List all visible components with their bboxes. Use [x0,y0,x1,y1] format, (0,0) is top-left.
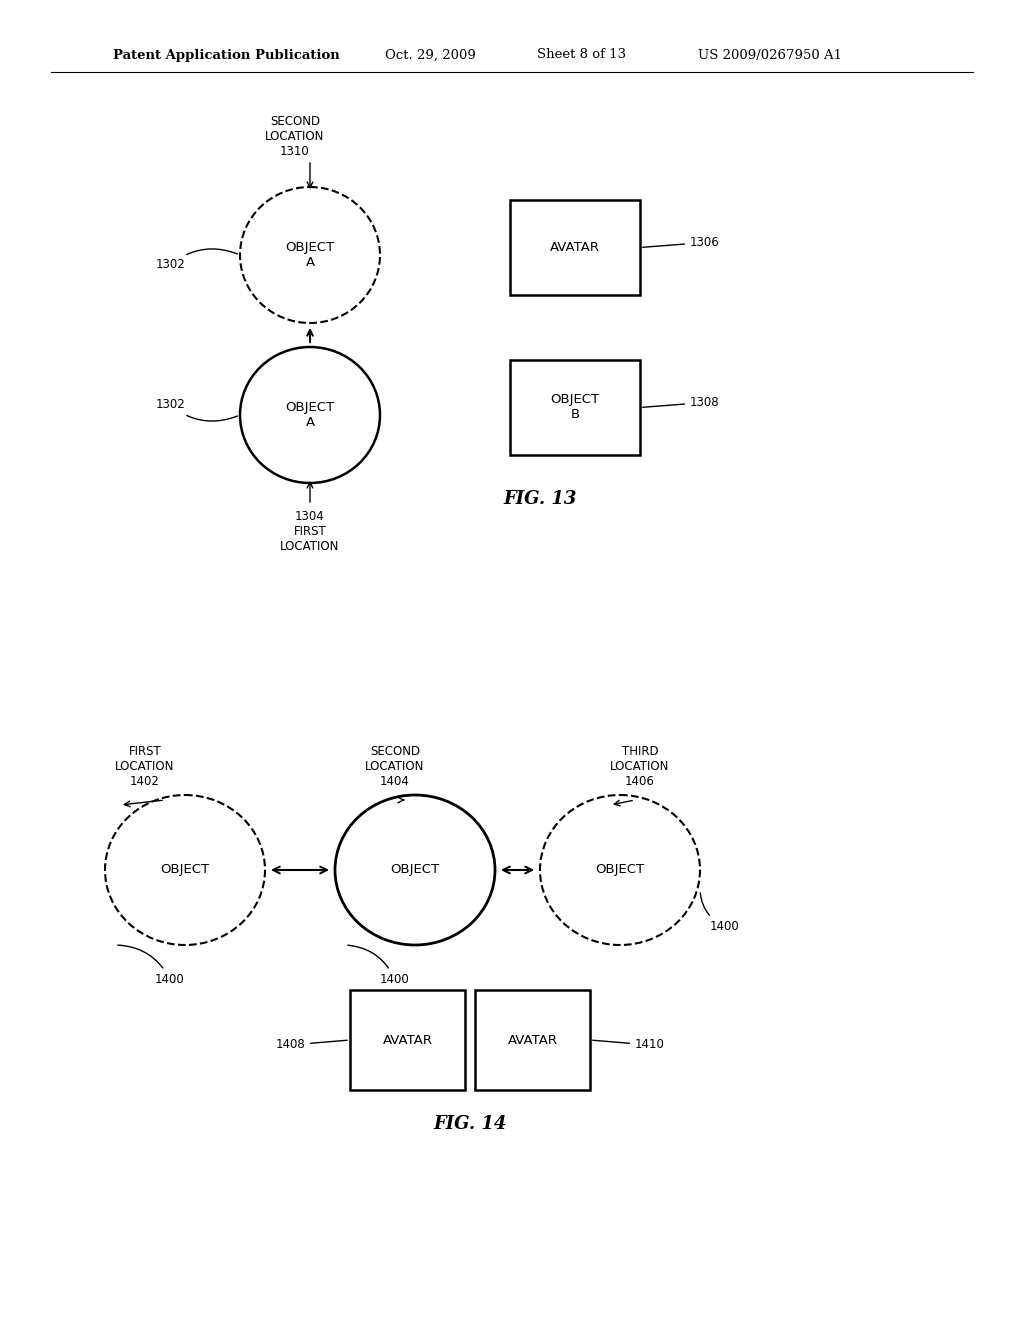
Text: OBJECT: OBJECT [161,863,210,876]
Text: 1410: 1410 [593,1039,665,1052]
Text: 1306: 1306 [643,236,720,249]
Text: FIG. 13: FIG. 13 [504,490,577,508]
FancyBboxPatch shape [510,360,640,455]
Text: 1400: 1400 [348,945,410,986]
Text: 1408: 1408 [275,1039,347,1052]
Text: 1400: 1400 [118,945,185,986]
Ellipse shape [240,347,380,483]
Text: THIRD
LOCATION
1406: THIRD LOCATION 1406 [610,744,670,788]
Text: OBJECT
A: OBJECT A [286,242,335,269]
Text: 1308: 1308 [643,396,720,409]
Text: 1304
FIRST
LOCATION: 1304 FIRST LOCATION [281,510,340,553]
Text: Oct. 29, 2009: Oct. 29, 2009 [385,49,476,62]
Text: SECOND
LOCATION
1404: SECOND LOCATION 1404 [366,744,425,788]
Text: Sheet 8 of 13: Sheet 8 of 13 [537,49,626,62]
Text: Patent Application Publication: Patent Application Publication [113,49,340,62]
Text: FIG. 14: FIG. 14 [433,1115,507,1133]
Text: US 2009/0267950 A1: US 2009/0267950 A1 [698,49,842,62]
Text: AVATAR: AVATAR [550,242,600,253]
Text: OBJECT: OBJECT [595,863,644,876]
Text: 1400: 1400 [700,892,739,933]
Text: OBJECT: OBJECT [390,863,439,876]
Text: AVATAR: AVATAR [508,1034,557,1047]
FancyBboxPatch shape [475,990,590,1090]
Ellipse shape [540,795,700,945]
FancyBboxPatch shape [350,990,465,1090]
Text: SECOND
LOCATION
1310: SECOND LOCATION 1310 [265,115,325,158]
Text: OBJECT
A: OBJECT A [286,401,335,429]
Ellipse shape [105,795,265,945]
FancyBboxPatch shape [510,201,640,294]
Text: OBJECT
B: OBJECT B [551,393,600,421]
Text: AVATAR: AVATAR [383,1034,432,1047]
Text: FIRST
LOCATION
1402: FIRST LOCATION 1402 [116,744,175,788]
Text: 1302: 1302 [156,249,238,272]
Text: 1302: 1302 [156,399,238,421]
Ellipse shape [335,795,495,945]
Ellipse shape [240,187,380,323]
